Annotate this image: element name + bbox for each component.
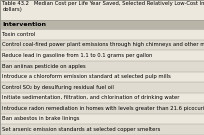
Text: Ban asbestos in brake linings: Ban asbestos in brake linings: [2, 116, 80, 122]
Bar: [0, 114, 204, 124]
Text: Set arsenic emission standards at selected copper smelters: Set arsenic emission standards at select…: [2, 127, 161, 132]
Bar: [0, 82, 204, 93]
Text: Ban aniinas pesticide on apples: Ban aniinas pesticide on apples: [2, 64, 86, 69]
Text: Initiate sedimentation, filtration, and chlorination of drinking water: Initiate sedimentation, filtration, and …: [2, 95, 180, 100]
Text: Introduce a chloroform emission standard at selected pulp mills: Introduce a chloroform emission standard…: [2, 74, 171, 79]
Bar: [0, 50, 204, 61]
Bar: [0, 103, 204, 114]
Bar: [0, 61, 204, 72]
Bar: [0, 29, 204, 40]
Text: Table 43.2   Median Cost per Life Year Saved, Selected Relatively Low-Cost Inter: Table 43.2 Median Cost per Life Year Sav…: [2, 1, 204, 12]
Text: Control SO₂ by desulfuring residual fuel oil: Control SO₂ by desulfuring residual fuel…: [2, 85, 114, 90]
Text: Control coal-fired power plant emissions through high chimneys and other means: Control coal-fired power plant emissions…: [2, 42, 204, 47]
Bar: [0, 72, 204, 82]
Text: Reduce lead in gasoline from 1.1 to 0.1 grams per gallon: Reduce lead in gasoline from 1.1 to 0.1 …: [2, 53, 153, 58]
Bar: [0, 0, 204, 20]
Text: Intervention: Intervention: [2, 22, 47, 27]
Bar: [0, 93, 204, 103]
Bar: [0, 124, 204, 135]
Bar: [0, 40, 204, 50]
Bar: [0, 20, 204, 29]
Text: Toxin control: Toxin control: [2, 32, 36, 37]
Text: Introduce radon remediation in homes with levels greater than 21.6 picocuries pe: Introduce radon remediation in homes wit…: [2, 106, 204, 111]
